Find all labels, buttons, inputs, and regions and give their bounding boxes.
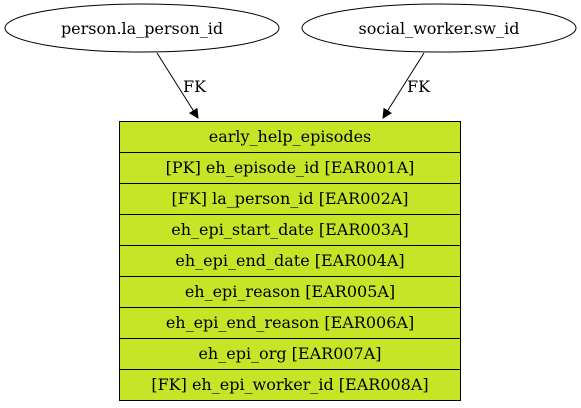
table-field: [FK] eh_epi_worker_id [EAR008A] [120, 369, 460, 400]
node-social-worker-sw-id: social_worker.sw_id [301, 3, 577, 53]
table-field: eh_epi_start_date [EAR003A] [120, 214, 460, 245]
edge-arrow [382, 52, 425, 119]
edge-social-worker-to-table: FK [382, 52, 431, 119]
table-header: early_help_episodes [120, 122, 460, 152]
edge-label: FK [407, 77, 431, 96]
edge-arrow [156, 52, 199, 119]
table-field: [FK] la_person_id [EAR002A] [120, 183, 460, 214]
node-label: person.la_person_id [61, 19, 223, 38]
node-person-la-person-id: person.la_person_id [4, 3, 280, 53]
node-ellipse [301, 3, 577, 53]
table-early-help-episodes: early_help_episodes [PK] eh_episode_id [… [119, 121, 461, 401]
table-field: eh_epi_end_date [EAR004A] [120, 245, 460, 276]
node-label: social_worker.sw_id [359, 19, 520, 38]
edge-label: FK [183, 77, 207, 96]
table-field: eh_epi_end_reason [EAR006A] [120, 307, 460, 338]
edge-person-to-table: FK [156, 52, 207, 119]
table-field: [PK] eh_episode_id [EAR001A] [120, 152, 460, 183]
table-field: eh_epi_org [EAR007A] [120, 338, 460, 369]
table-field: eh_epi_reason [EAR005A] [120, 276, 460, 307]
node-ellipse [4, 3, 280, 53]
